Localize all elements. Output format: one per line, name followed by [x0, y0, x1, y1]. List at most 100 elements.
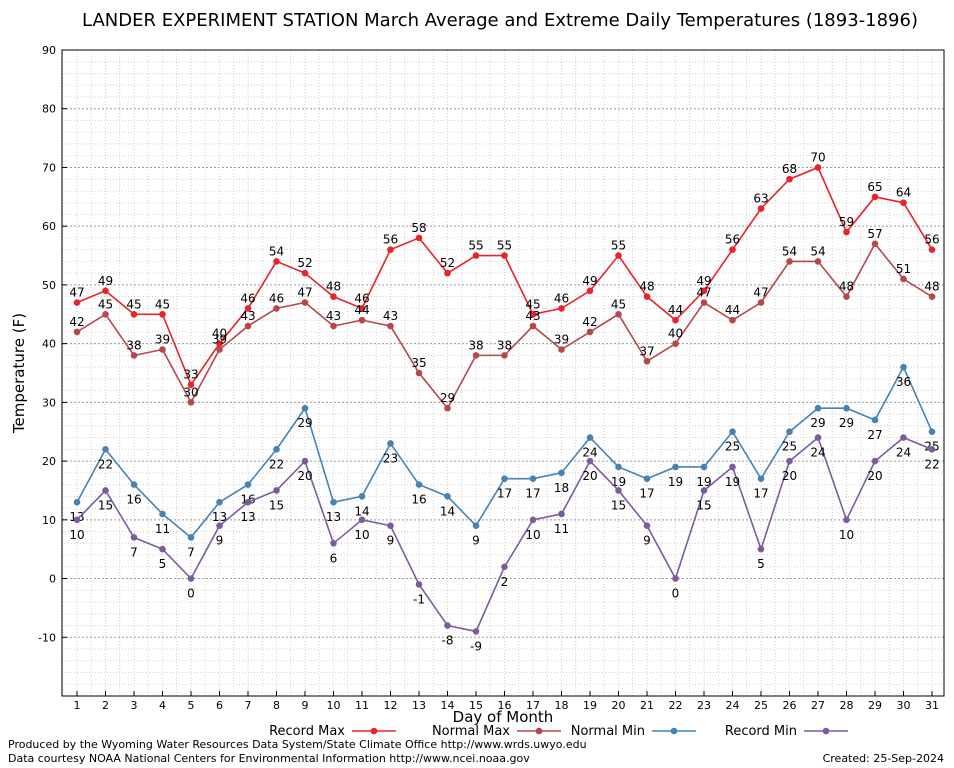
record-min-point — [900, 434, 907, 441]
normal-min-point — [330, 498, 337, 506]
record-max-point — [786, 175, 793, 183]
normal-max-data-label: 39 — [155, 333, 170, 347]
normal-max-point — [672, 340, 679, 347]
x-tick-label: 25 — [754, 699, 768, 712]
record-max-data-label: 46 — [554, 291, 569, 305]
x-axis-ticks: 1 2 3 4 5 6 7 8 9 10 11 12 13 14 15 16 17 18 19 20 21 22 23 24 2… — [74, 691, 939, 712]
record-min-point — [187, 575, 195, 582]
normal-max-point — [444, 404, 451, 412]
normal-min-point — [814, 404, 822, 412]
record-max-point — [615, 252, 622, 259]
normal-max-data-label: 44 — [354, 303, 369, 317]
normal-min-point — [73, 498, 81, 506]
record-max-data-label: 45 — [525, 297, 540, 311]
normal-min-point — [130, 481, 138, 488]
record-max-data-label: 46 — [240, 291, 255, 305]
normal-min-point — [586, 434, 594, 441]
record-min-data-label: 11 — [554, 522, 569, 536]
normal-max-data-label: 43 — [240, 309, 255, 323]
normal-max-data-label: 54 — [782, 244, 797, 258]
x-tick-label: 26 — [783, 699, 797, 712]
record-min-point — [159, 545, 166, 553]
record-min-data-label: 10 — [525, 528, 540, 542]
x-tick-label: 16 — [498, 699, 512, 712]
normal-max-point — [729, 316, 736, 324]
record-max-data-label: 56 — [924, 233, 939, 247]
x-tick-label: 27 — [811, 699, 825, 712]
normal-min-data-label: 16 — [411, 493, 426, 507]
x-tick-label: 10 — [327, 699, 341, 712]
normal-max-point — [871, 240, 879, 248]
record-max-data-label: 54 — [269, 244, 284, 258]
normal-max-data-label: 35 — [411, 356, 426, 370]
normal-max-point — [472, 352, 480, 359]
record-max-point — [900, 199, 907, 206]
record-min-data-label: -9 — [470, 639, 482, 653]
record-min-point — [928, 446, 936, 453]
y-tick-label: 30 — [42, 396, 56, 409]
record-max-point — [814, 164, 822, 171]
normal-max-data-label: 44 — [725, 303, 740, 317]
y-tick-label: -10 — [38, 631, 56, 644]
legend-label: Normal Min — [571, 724, 645, 739]
record-max-data-label: 45 — [155, 297, 170, 311]
normal-min-data-label: 19 — [668, 475, 683, 489]
normal-max-point — [786, 258, 793, 265]
record-max-point — [130, 310, 138, 318]
y-axis-ticks: -10 0 10 20 30 40 50 60 70 80 90 — [38, 44, 67, 644]
normal-min-point — [843, 404, 850, 412]
record-min-point — [729, 463, 736, 471]
y-tick-label: 80 — [42, 103, 56, 116]
record-max-data-label: 40 — [212, 327, 227, 341]
normal-max-point — [244, 322, 252, 330]
record-min-point — [586, 457, 594, 465]
normal-max-point — [814, 258, 822, 265]
normal-max-data-label: 43 — [326, 309, 341, 323]
record-min-point — [358, 516, 366, 524]
normal-min-data-label: 13 — [326, 510, 341, 524]
record-min-data-label: 2 — [501, 575, 509, 589]
normal-max-data-label: 47 — [297, 286, 312, 300]
normal-min-data-label: 14 — [354, 504, 369, 518]
normal-min-point — [358, 493, 366, 500]
record-max-data-label: 68 — [782, 162, 797, 176]
record-max-data-label: 65 — [867, 180, 882, 194]
record-min-data-label: 20 — [297, 469, 312, 483]
legend-swatch-marker — [670, 727, 678, 735]
normal-min-data-label: 17 — [639, 487, 654, 501]
record-max-data-label: 49 — [98, 274, 113, 288]
record-min-data-label: 24 — [896, 446, 911, 460]
record-min-data-label: 7 — [130, 545, 138, 559]
normal-min-data-label: 7 — [187, 545, 195, 559]
normal-min-point — [102, 446, 109, 453]
record-min-point — [273, 487, 280, 494]
record-min-point — [814, 434, 822, 441]
x-tick-label: 17 — [526, 699, 540, 712]
x-tick-label: 7 — [245, 699, 252, 712]
record-max-point — [700, 287, 708, 295]
record-min-data-label: 15 — [98, 498, 113, 512]
normal-min-data-label: 19 — [611, 475, 626, 489]
normal-min-point — [301, 404, 309, 412]
legend-swatch-marker — [535, 727, 543, 735]
normal-max-point — [757, 299, 765, 306]
record-max-point — [159, 310, 166, 318]
record-min-point — [871, 457, 879, 465]
x-tick-label: 20 — [612, 699, 626, 712]
normal-max-data-label: 42 — [69, 315, 84, 329]
record-min-point — [102, 487, 109, 494]
x-tick-label: 13 — [412, 699, 426, 712]
normal-min-data-label: 17 — [497, 487, 512, 501]
record-min-data-label: 9 — [216, 534, 224, 548]
normal-max-point — [558, 346, 565, 353]
record-min-data-label: 9 — [387, 534, 395, 548]
record-max-point — [643, 293, 651, 300]
normal-min-data-label: 29 — [297, 416, 312, 430]
normal-max-point — [159, 346, 166, 353]
record-min-data-label: -1 — [413, 592, 425, 606]
record-max-point — [444, 269, 451, 277]
record-min-point — [529, 516, 537, 524]
normal-min-data-label: 25 — [725, 440, 740, 454]
record-min-data-label: 10 — [69, 528, 84, 542]
normal-min-data-label: 13 — [212, 510, 227, 524]
